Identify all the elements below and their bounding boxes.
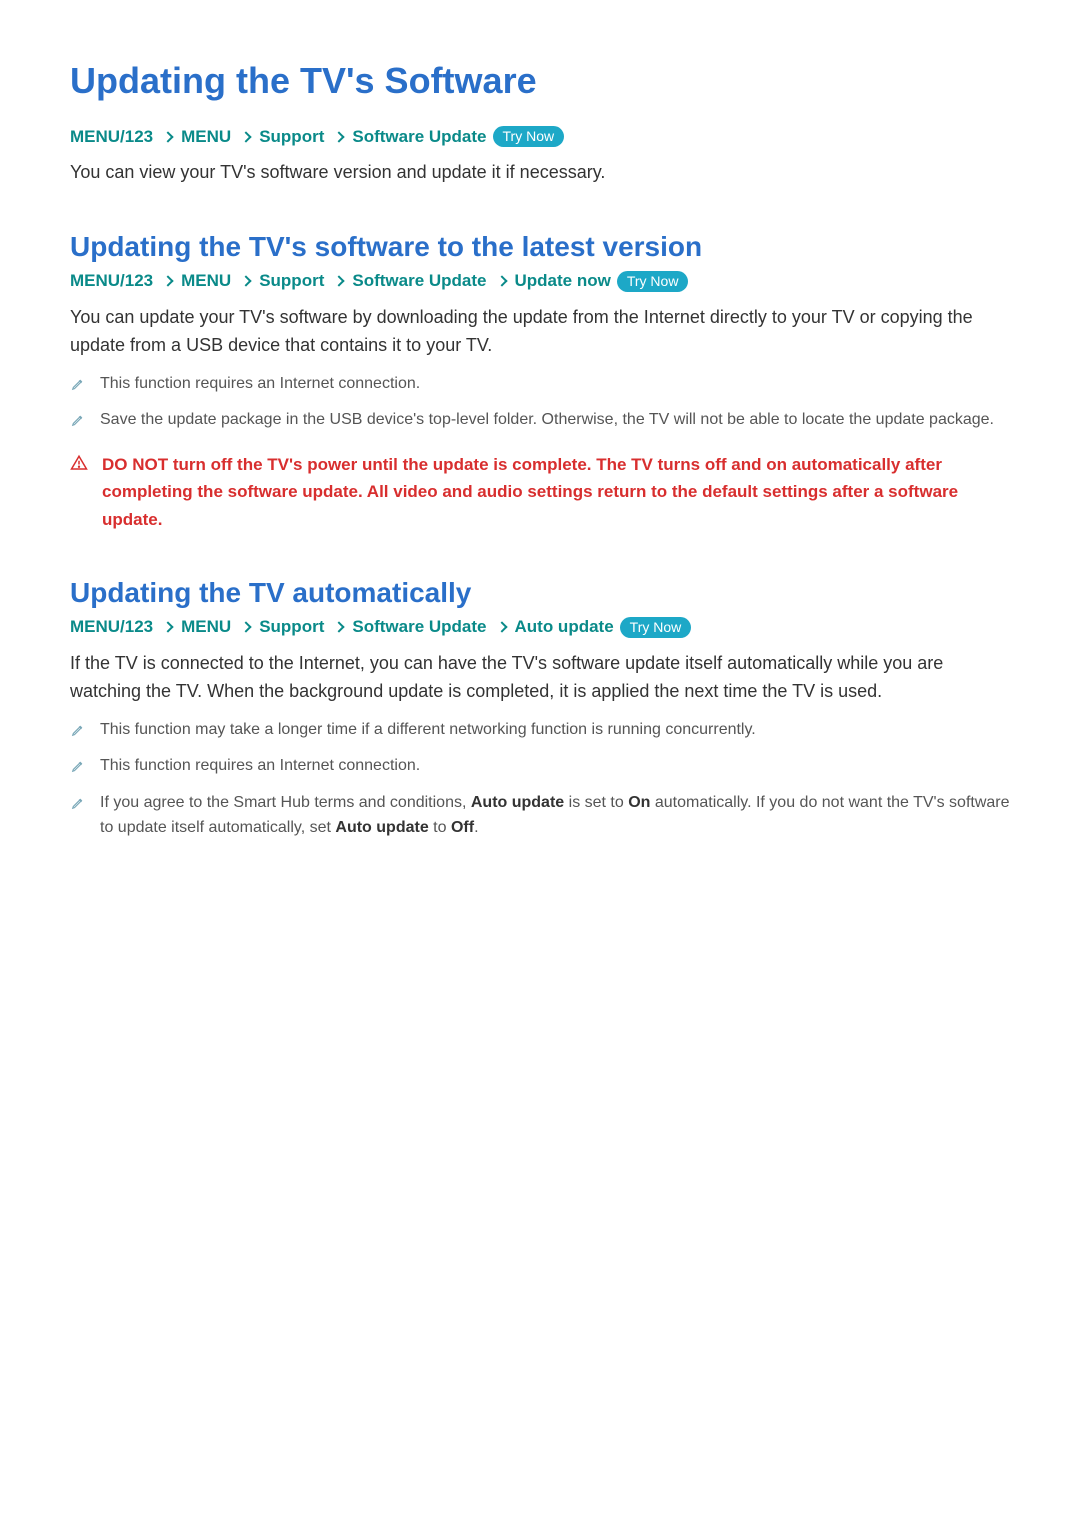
chevron-right-icon — [164, 624, 170, 630]
breadcrumb-item: MENU — [181, 127, 231, 147]
breadcrumb-item: MENU — [181, 271, 231, 291]
body-text: You can update your TV's software by dow… — [70, 304, 1010, 360]
chevron-right-icon — [335, 624, 341, 630]
breadcrumb-item: Support — [259, 271, 324, 291]
breadcrumb-item: Software Update — [352, 617, 486, 637]
note-text: This function may take a longer time if … — [100, 718, 756, 743]
pencil-icon — [70, 791, 86, 813]
note-item: This function may take a longer time if … — [70, 718, 1010, 743]
breadcrumb-item: Software Update — [352, 271, 486, 291]
breadcrumb-item: MENU/123 — [70, 271, 153, 291]
breadcrumb-item: MENU/123 — [70, 127, 153, 147]
note-text: Save the update package in the USB devic… — [100, 408, 994, 433]
chevron-right-icon — [498, 624, 504, 630]
breadcrumb-item: Support — [259, 127, 324, 147]
chevron-right-icon — [498, 278, 504, 284]
note-item: Save the update package in the USB devic… — [70, 408, 1010, 433]
pencil-icon — [70, 408, 86, 430]
chevron-right-icon — [335, 134, 341, 140]
body-text: If the TV is connected to the Internet, … — [70, 650, 1010, 706]
breadcrumb-item: Support — [259, 617, 324, 637]
note-list: This function may take a longer time if … — [70, 718, 1010, 841]
pencil-icon — [70, 754, 86, 776]
try-now-badge[interactable]: Try Now — [617, 271, 689, 292]
note-text: If you agree to the Smart Hub terms and … — [100, 791, 1010, 841]
chevron-right-icon — [164, 278, 170, 284]
breadcrumb-intro: MENU/123 MENU Support Software Update Tr… — [70, 126, 1010, 147]
note-item: This function requires an Internet conne… — [70, 754, 1010, 779]
intro-text: You can view your TV's software version … — [70, 159, 1010, 187]
section-heading-update-now: Updating the TV's software to the latest… — [70, 231, 1010, 263]
note-text: This function requires an Internet conne… — [100, 754, 420, 779]
pencil-icon — [70, 718, 86, 740]
section-heading-auto: Updating the TV automatically — [70, 577, 1010, 609]
warning-block: DO NOT turn off the TV's power until the… — [70, 451, 1010, 533]
try-now-badge[interactable]: Try Now — [493, 126, 565, 147]
page-title: Updating the TV's Software — [70, 60, 1010, 102]
pencil-icon — [70, 372, 86, 394]
chevron-right-icon — [335, 278, 341, 284]
chevron-right-icon — [242, 278, 248, 284]
breadcrumb-item: Update now — [515, 271, 611, 291]
warning-triangle-icon — [70, 451, 88, 480]
breadcrumb-item: MENU/123 — [70, 617, 153, 637]
breadcrumb-item: MENU — [181, 617, 231, 637]
note-text: This function requires an Internet conne… — [100, 372, 420, 397]
breadcrumb-auto: MENU/123 MENU Support Software Update Au… — [70, 617, 1010, 638]
note-item: This function requires an Internet conne… — [70, 372, 1010, 397]
chevron-right-icon — [242, 624, 248, 630]
chevron-right-icon — [164, 134, 170, 140]
note-item: If you agree to the Smart Hub terms and … — [70, 791, 1010, 841]
breadcrumb-item: Auto update — [515, 617, 614, 637]
try-now-badge[interactable]: Try Now — [620, 617, 692, 638]
note-list: This function requires an Internet conne… — [70, 372, 1010, 434]
breadcrumb-update-now: MENU/123 MENU Support Software Update Up… — [70, 271, 1010, 292]
breadcrumb-item: Software Update — [352, 127, 486, 147]
warning-text: DO NOT turn off the TV's power until the… — [102, 451, 1010, 533]
chevron-right-icon — [242, 134, 248, 140]
